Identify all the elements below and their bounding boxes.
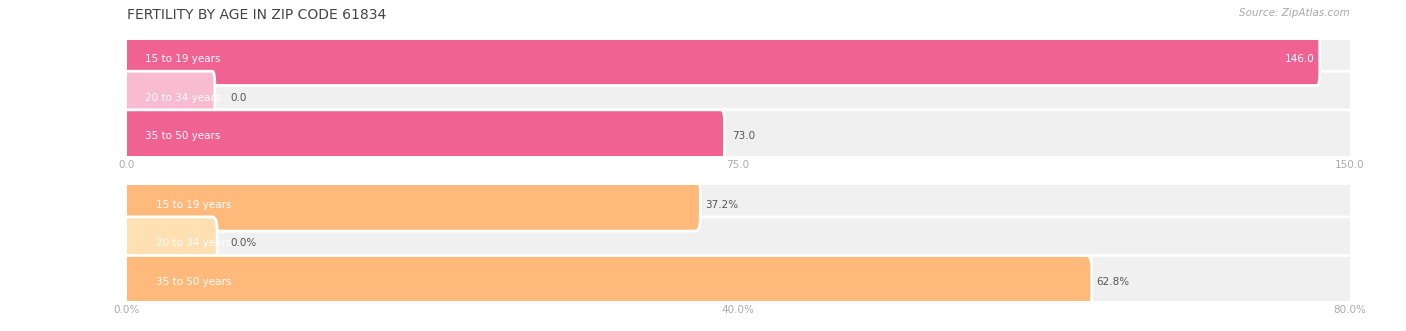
FancyBboxPatch shape bbox=[121, 217, 217, 270]
Text: 73.0: 73.0 bbox=[731, 131, 755, 141]
FancyBboxPatch shape bbox=[124, 110, 724, 163]
Text: 0.0: 0.0 bbox=[231, 93, 247, 103]
Text: FERTILITY BY AGE IN ZIP CODE 61834: FERTILITY BY AGE IN ZIP CODE 61834 bbox=[127, 8, 385, 22]
FancyBboxPatch shape bbox=[124, 33, 1353, 85]
Text: 15 to 19 years: 15 to 19 years bbox=[145, 54, 221, 64]
Text: 146.0: 146.0 bbox=[1285, 54, 1315, 64]
Text: 62.8%: 62.8% bbox=[1097, 277, 1129, 287]
FancyBboxPatch shape bbox=[124, 71, 215, 124]
Text: Source: ZipAtlas.com: Source: ZipAtlas.com bbox=[1239, 8, 1350, 18]
Text: 20 to 34 years: 20 to 34 years bbox=[156, 238, 231, 248]
FancyBboxPatch shape bbox=[121, 178, 700, 231]
Text: 37.2%: 37.2% bbox=[706, 200, 738, 210]
Text: 35 to 50 years: 35 to 50 years bbox=[156, 277, 231, 287]
FancyBboxPatch shape bbox=[121, 256, 1091, 308]
FancyBboxPatch shape bbox=[124, 33, 1320, 85]
Text: 0.0%: 0.0% bbox=[231, 238, 257, 248]
FancyBboxPatch shape bbox=[121, 256, 1355, 308]
Text: 20 to 34 years: 20 to 34 years bbox=[145, 93, 221, 103]
FancyBboxPatch shape bbox=[121, 217, 1355, 270]
FancyBboxPatch shape bbox=[124, 71, 1353, 124]
FancyBboxPatch shape bbox=[124, 110, 1353, 163]
FancyBboxPatch shape bbox=[121, 178, 1355, 231]
Text: 35 to 50 years: 35 to 50 years bbox=[145, 131, 221, 141]
Text: 15 to 19 years: 15 to 19 years bbox=[156, 200, 231, 210]
